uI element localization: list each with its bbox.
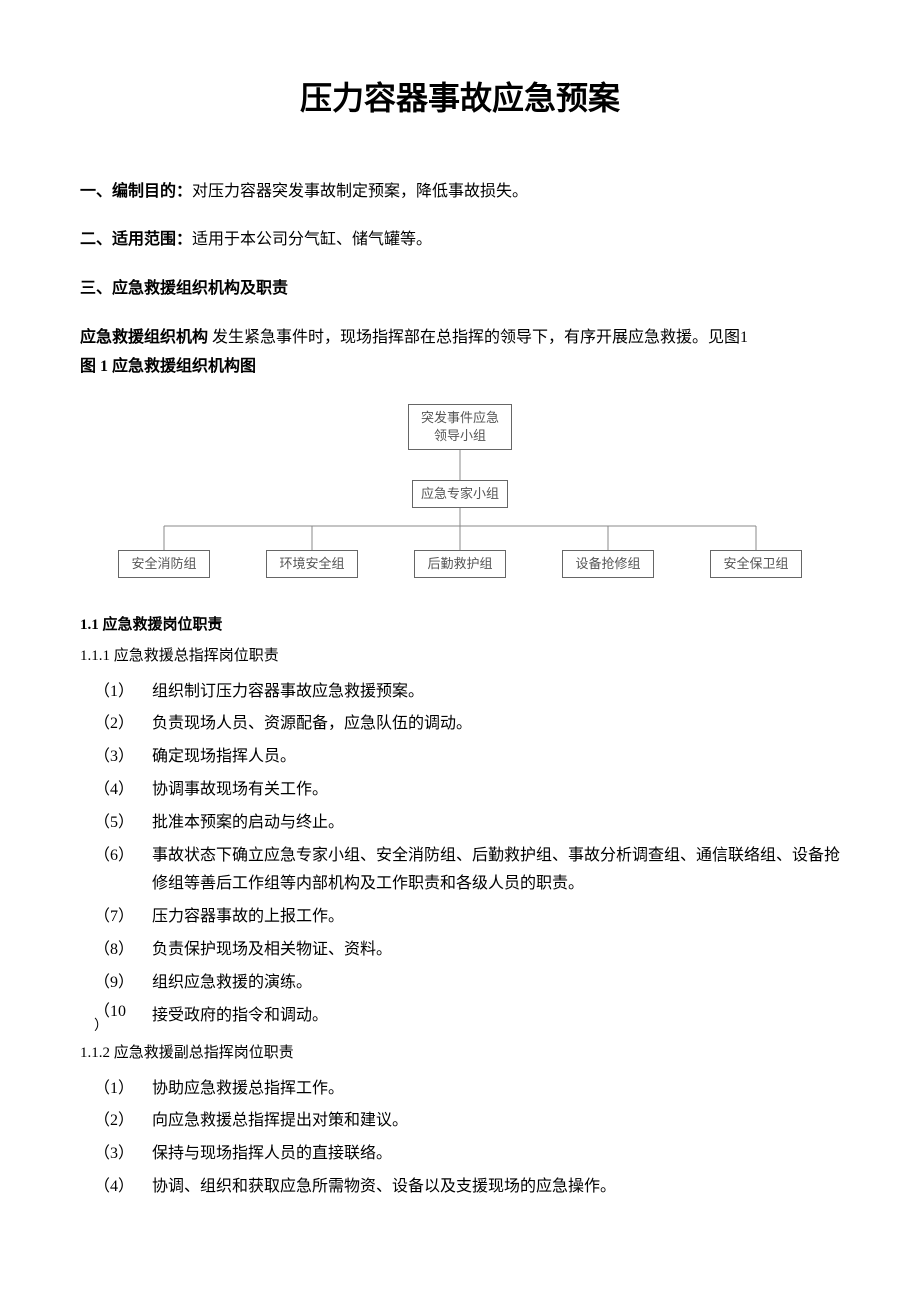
- list-item: （2）向应急救援总指挥提出对策和建议。: [94, 1107, 840, 1136]
- section-3: 三、应急救援组织机构及职责: [80, 275, 840, 304]
- item-text: 负责现场人员、资源配备，应急队伍的调动。: [152, 710, 840, 739]
- section-2-heading: 二、适用范围：: [80, 231, 192, 248]
- item-num: （6）: [94, 842, 152, 871]
- section-1-heading: 一、编制目的：: [80, 183, 192, 200]
- item-text: 接受政府的指令和调动。: [152, 1002, 840, 1031]
- item-text: 确定现场指挥人员。: [152, 743, 840, 772]
- section-2-text: 适用于本公司分气缸、储气罐等。: [192, 231, 432, 248]
- list-item: （4）协调事故现场有关工作。: [94, 776, 840, 805]
- section-2: 二、适用范围：适用于本公司分气缸、储气罐等。: [80, 226, 840, 255]
- item-text: 组织应急救援的演练。: [152, 969, 840, 998]
- list-item: （7）压力容器事故的上报工作。: [94, 903, 840, 932]
- item-text: 负责保护现场及相关物证、资料。: [152, 936, 840, 965]
- item-text: 组织制订压力容器事故应急救援预案。: [152, 678, 840, 707]
- item-num: （4）: [94, 1173, 152, 1202]
- item-num: （1）: [94, 678, 152, 707]
- org-intro: 应急救援组织机构 发生紧急事件时，现场指挥部在总指挥的领导下，有序开展应急救援。…: [80, 324, 840, 382]
- org-intro-bold2: 图 1 应急救援组织机构图: [80, 358, 256, 375]
- heading-1-1-2: 1.1.2 应急救援副总指挥岗位职责: [80, 1040, 840, 1067]
- item-text: 保持与现场指挥人员的直接联络。: [152, 1140, 840, 1169]
- heading-1-1-1: 1.1.1 应急救援总指挥岗位职责: [80, 643, 840, 670]
- list-item: （3）保持与现场指挥人员的直接联络。: [94, 1140, 840, 1169]
- list-item: （6）事故状态下确立应急专家小组、安全消防组、后勤救护组、事故分析调查组、通信联…: [94, 842, 840, 900]
- org-chart: 突发事件应急领导小组 应急专家小组 安全消防组 环境安全组 后勤救护组 设备抢修…: [90, 402, 830, 592]
- org-node-b2: 后勤救护组: [414, 550, 506, 578]
- list-item: （5）批准本预案的启动与终止。: [94, 809, 840, 838]
- item-num: （7）: [94, 903, 152, 932]
- item-text: 向应急救援总指挥提出对策和建议。: [152, 1107, 840, 1136]
- item-num: （2）: [94, 1107, 152, 1136]
- org-node-b4: 安全保卫组: [710, 550, 802, 578]
- section-1-text: 对压力容器突发事故制定预案，降低事故损失。: [192, 183, 528, 200]
- list-item: （3）确定现场指挥人员。: [94, 743, 840, 772]
- list-1-1-2: （1）协助应急救援总指挥工作。 （2）向应急救援总指挥提出对策和建议。 （3）保…: [94, 1075, 840, 1202]
- item-text: 批准本预案的启动与终止。: [152, 809, 840, 838]
- item-num: （1）: [94, 1075, 152, 1104]
- heading-1-1: 1.1 应急救援岗位职责: [80, 612, 840, 639]
- org-node-mid: 应急专家小组: [412, 480, 508, 508]
- item-text: 协调事故现场有关工作。: [152, 776, 840, 805]
- section-1: 一、编制目的：对压力容器突发事故制定预案，降低事故损失。: [80, 178, 840, 207]
- list-item: （9）组织应急救援的演练。: [94, 969, 840, 998]
- item-num: （3）: [94, 1140, 152, 1169]
- item-text: 事故状态下确立应急专家小组、安全消防组、后勤救护组、事故分析调查组、通信联络组、…: [152, 842, 840, 900]
- item-num: （4）: [94, 776, 152, 805]
- org-node-b0: 安全消防组: [118, 550, 210, 578]
- list-item: （1）协助应急救援总指挥工作。: [94, 1075, 840, 1104]
- org-intro-text1: 发生紧急事件时，现场指挥部在总指挥的领导下，有序开展应急救援。见图1: [208, 329, 748, 346]
- list-item: （1）组织制订压力容器事故应急救援预案。: [94, 678, 840, 707]
- list-item: （4）协调、组织和获取应急所需物资、设备以及支援现场的应急操作。: [94, 1173, 840, 1202]
- list-item: （10）接受政府的指令和调动。: [94, 1002, 840, 1036]
- list-item: （8）负责保护现场及相关物证、资料。: [94, 936, 840, 965]
- item-num: （2）: [94, 710, 152, 739]
- item-text: 协调、组织和获取应急所需物资、设备以及支援现场的应急操作。: [152, 1173, 840, 1202]
- list-1-1-1: （1）组织制订压力容器事故应急救援预案。 （2）负责现场人员、资源配备，应急队伍…: [94, 678, 840, 1036]
- org-intro-bold1: 应急救援组织机构: [80, 329, 208, 346]
- item-num: （3）: [94, 743, 152, 772]
- item-num: （9）: [94, 969, 152, 998]
- item-num: （10）: [94, 1002, 152, 1036]
- org-node-top: 突发事件应急领导小组: [408, 404, 512, 450]
- list-item: （2）负责现场人员、资源配备，应急队伍的调动。: [94, 710, 840, 739]
- item-num: （5）: [94, 809, 152, 838]
- org-node-b1: 环境安全组: [266, 550, 358, 578]
- item-num: （8）: [94, 936, 152, 965]
- document-title: 压力容器事故应急预案: [80, 70, 840, 128]
- section-3-heading: 三、应急救援组织机构及职责: [80, 280, 288, 297]
- org-node-b3: 设备抢修组: [562, 550, 654, 578]
- item-text: 压力容器事故的上报工作。: [152, 903, 840, 932]
- item-text: 协助应急救援总指挥工作。: [152, 1075, 840, 1104]
